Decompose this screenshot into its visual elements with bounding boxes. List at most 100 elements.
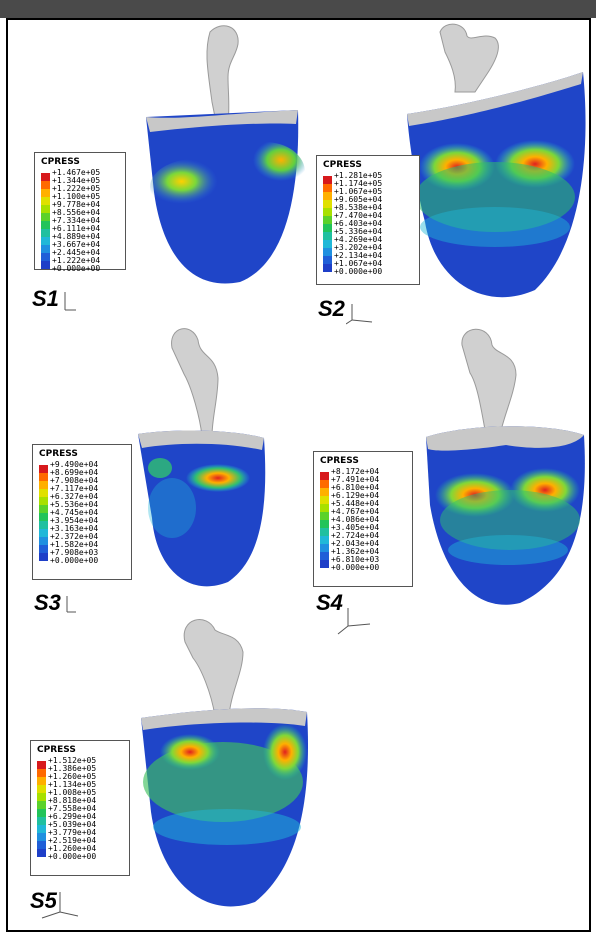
legend-value: +1.008e+05: [48, 788, 97, 797]
legend-swatch: [39, 505, 48, 513]
legend-value: +9.778e+04: [52, 200, 101, 209]
legend-value: +1.222e+05: [52, 184, 101, 193]
s2-legend: CPRESS +1.281e+05 +1.174e+05 +1.067e+05 +9.…: [316, 155, 420, 285]
legend-value: +2.724e+04: [331, 531, 380, 540]
legend-value: +0.000e+00: [334, 267, 383, 276]
s3-axis-triad: [66, 596, 76, 613]
legend-value: +6.810e+04: [331, 483, 380, 492]
legend-title: CPRESS: [323, 160, 362, 170]
legend-value: +3.163e+04: [50, 524, 99, 533]
legend-value: +2.372e+04: [50, 532, 99, 541]
s5-axis-triad: [41, 892, 79, 919]
legend-value: +5.536e+04: [50, 500, 99, 509]
legend-value: +3.779e+04: [48, 828, 97, 837]
legend-swatch: [323, 256, 332, 264]
legend-swatch: [320, 512, 329, 520]
legend-value: +8.699e+04: [50, 468, 99, 477]
legend-swatch: [41, 245, 50, 253]
legend-value: +0.000e+00: [331, 563, 380, 572]
legend-value: +3.667e+04: [52, 240, 101, 249]
s5-model: [141, 619, 309, 907]
s4-axis-triad: [337, 608, 371, 635]
legend-swatch: [320, 472, 329, 480]
legend-swatch: [39, 537, 48, 545]
legend-swatch: [39, 553, 48, 561]
legend-value: +0.000e+00: [52, 264, 101, 273]
top-bar: [0, 0, 596, 18]
legend-swatch: [41, 221, 50, 229]
legend-value: +9.605e+04: [334, 195, 383, 204]
legend-value: +7.491e+04: [331, 475, 380, 484]
legend-swatch: [41, 173, 50, 181]
legend-value: +2.043e+04: [331, 539, 380, 548]
legend-swatch: [39, 513, 48, 521]
legend-swatch: [320, 560, 329, 568]
legend-swatch: [41, 213, 50, 221]
legend-swatch: [323, 200, 332, 208]
s4-legend: CPRESS +8.172e+04 +7.491e+04 +6.810e+04 +6.…: [313, 451, 413, 587]
legend-value: +5.039e+04: [48, 820, 97, 829]
legend-value: +8.538e+04: [334, 203, 383, 212]
legend-swatch: [37, 785, 46, 793]
legend-value: +5.336e+04: [334, 227, 383, 236]
legend-swatch: [39, 465, 48, 473]
legend-value: +1.100e+05: [52, 192, 101, 201]
legend-value: +6.129e+04: [331, 491, 380, 500]
legend-swatch: [320, 536, 329, 544]
legend-swatch: [37, 769, 46, 777]
legend-swatch: [37, 849, 46, 857]
legend-swatch: [323, 216, 332, 224]
legend-title: CPRESS: [39, 449, 78, 459]
s1-model: [146, 25, 305, 284]
legend-swatch: [41, 189, 50, 197]
legend-value: +8.172e+04: [331, 467, 380, 476]
legend-swatch: [320, 480, 329, 488]
legend-swatch: [320, 504, 329, 512]
s5-label: S5: [30, 888, 57, 913]
legend-swatch: [41, 197, 50, 205]
legend-swatch: [39, 529, 48, 537]
legend-swatch: [320, 528, 329, 536]
legend-value: +9.490e+04: [50, 460, 99, 469]
legend-swatch: [323, 240, 332, 248]
legend-value: +6.810e+03: [331, 555, 380, 564]
legend-swatch: [323, 248, 332, 256]
legend-value: +7.334e+04: [52, 216, 101, 225]
legend-value: +6.299e+04: [48, 812, 97, 821]
legend-swatch: [323, 264, 332, 272]
legend-swatch: [37, 777, 46, 785]
legend-value: +1.222e+04: [52, 256, 101, 265]
s3-legend: CPRESS +9.490e+04 +8.699e+04 +7.908e+04 +7.…: [32, 444, 132, 580]
legend-value: +1.260e+05: [48, 772, 97, 781]
legend-swatch: [41, 253, 50, 261]
legend-value: +2.519e+04: [48, 836, 97, 845]
legend-value: +1.067e+04: [334, 259, 383, 268]
legend-value: +1.512e+05: [48, 756, 97, 765]
legend-value: +1.134e+05: [48, 780, 97, 789]
legend-swatch: [37, 809, 46, 817]
legend-value: +4.269e+04: [334, 235, 383, 244]
legend-value: +6.403e+04: [334, 219, 383, 228]
legend-value: +3.405e+04: [331, 523, 380, 532]
legend-value: +4.889e+04: [52, 232, 101, 241]
legend-value: +4.086e+04: [331, 515, 380, 524]
legend-value: +8.556e+04: [52, 208, 101, 217]
legend-value: +5.448e+04: [331, 499, 380, 508]
legend-value: +6.327e+04: [50, 492, 99, 501]
legend-value: +3.954e+04: [50, 516, 99, 525]
legend-value: +1.067e+05: [334, 187, 383, 196]
s2-axis-triad: [346, 304, 373, 325]
legend-value: +1.386e+05: [48, 764, 97, 773]
legend-value: +1.281e+05: [334, 171, 383, 180]
legend-value: +1.260e+04: [48, 844, 97, 853]
s3-model: [138, 328, 266, 587]
legend-swatch: [37, 825, 46, 833]
legend-swatch: [39, 473, 48, 481]
legend-value: +1.582e+04: [50, 540, 99, 549]
legend-title: CPRESS: [37, 745, 76, 755]
legend-value: +8.818e+04: [48, 796, 97, 805]
legend-value: +1.362e+04: [331, 547, 380, 556]
legend-value: +1.174e+05: [334, 179, 383, 188]
legend-value: +7.470e+04: [334, 211, 383, 220]
legend-value: +2.134e+04: [334, 251, 383, 260]
